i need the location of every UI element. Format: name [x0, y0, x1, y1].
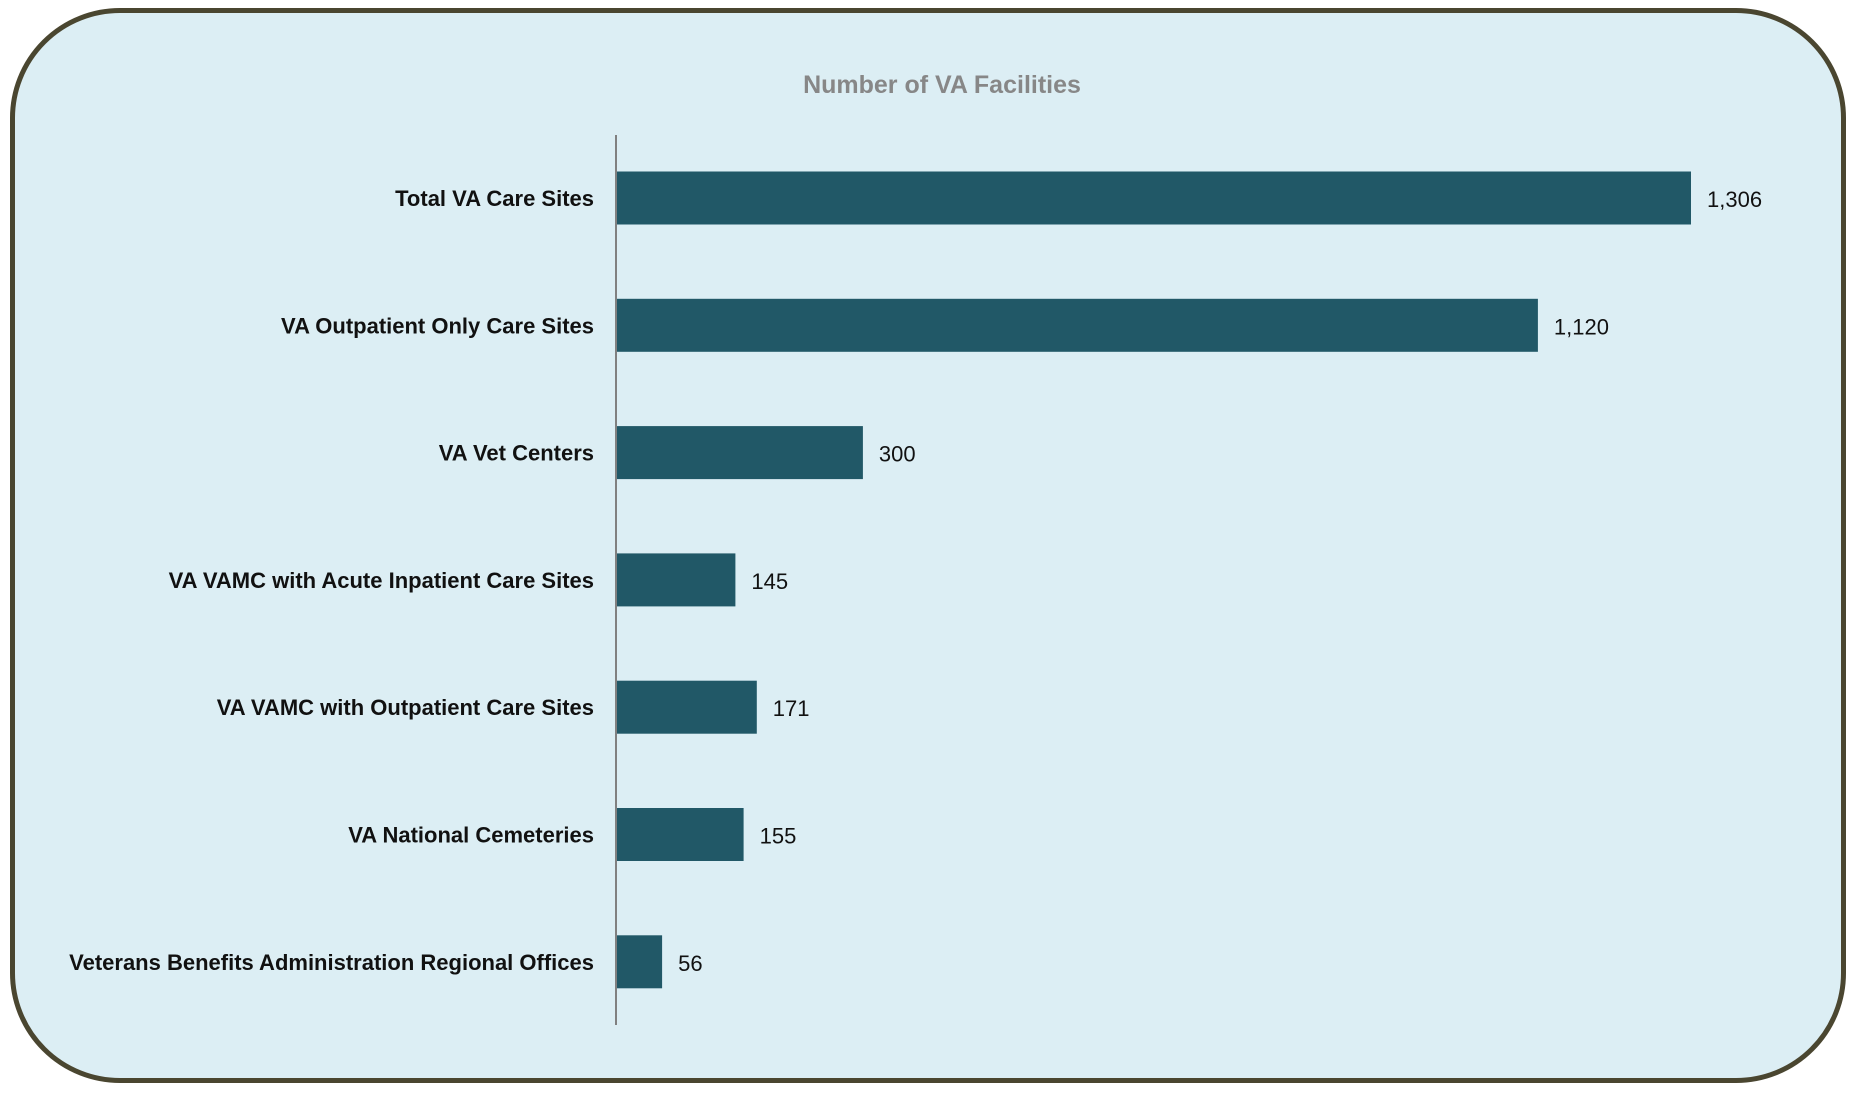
category-label-5: VA VAMC with Outpatient Care Sites — [217, 695, 594, 720]
bar-4 — [616, 553, 736, 607]
data-label-4: 145 — [751, 569, 788, 594]
bar-6 — [616, 808, 744, 861]
bar-5 — [616, 680, 757, 734]
bars-layer: Total VA Care Sites 1,306 VA Outpatient On… — [69, 171, 1762, 989]
category-label-3: VA Vet Centers — [439, 441, 594, 466]
data-label-3: 300 — [879, 442, 916, 467]
bar-3 — [616, 426, 863, 480]
category-label-4: VA VAMC with Acute Inpatient Care Sites — [169, 568, 594, 593]
chart-title: Number of VA Facilities — [803, 71, 1081, 99]
data-label-7: 56 — [678, 951, 702, 976]
data-label-1: 1,306 — [1707, 187, 1762, 212]
category-label-7: Veterans Benefits Administration Regiona… — [69, 950, 594, 975]
bar-2 — [616, 298, 1538, 352]
category-label-2: VA Outpatient Only Care Sites — [281, 313, 594, 338]
data-label-5: 171 — [773, 696, 810, 721]
data-label-2: 1,120 — [1554, 314, 1609, 339]
bar-7 — [616, 935, 663, 989]
data-label-6: 155 — [760, 824, 797, 849]
bar-1 — [616, 171, 1691, 225]
category-label-6: VA National Cemeteries — [348, 823, 594, 848]
category-label-1: Total VA Care Sites — [395, 186, 594, 211]
